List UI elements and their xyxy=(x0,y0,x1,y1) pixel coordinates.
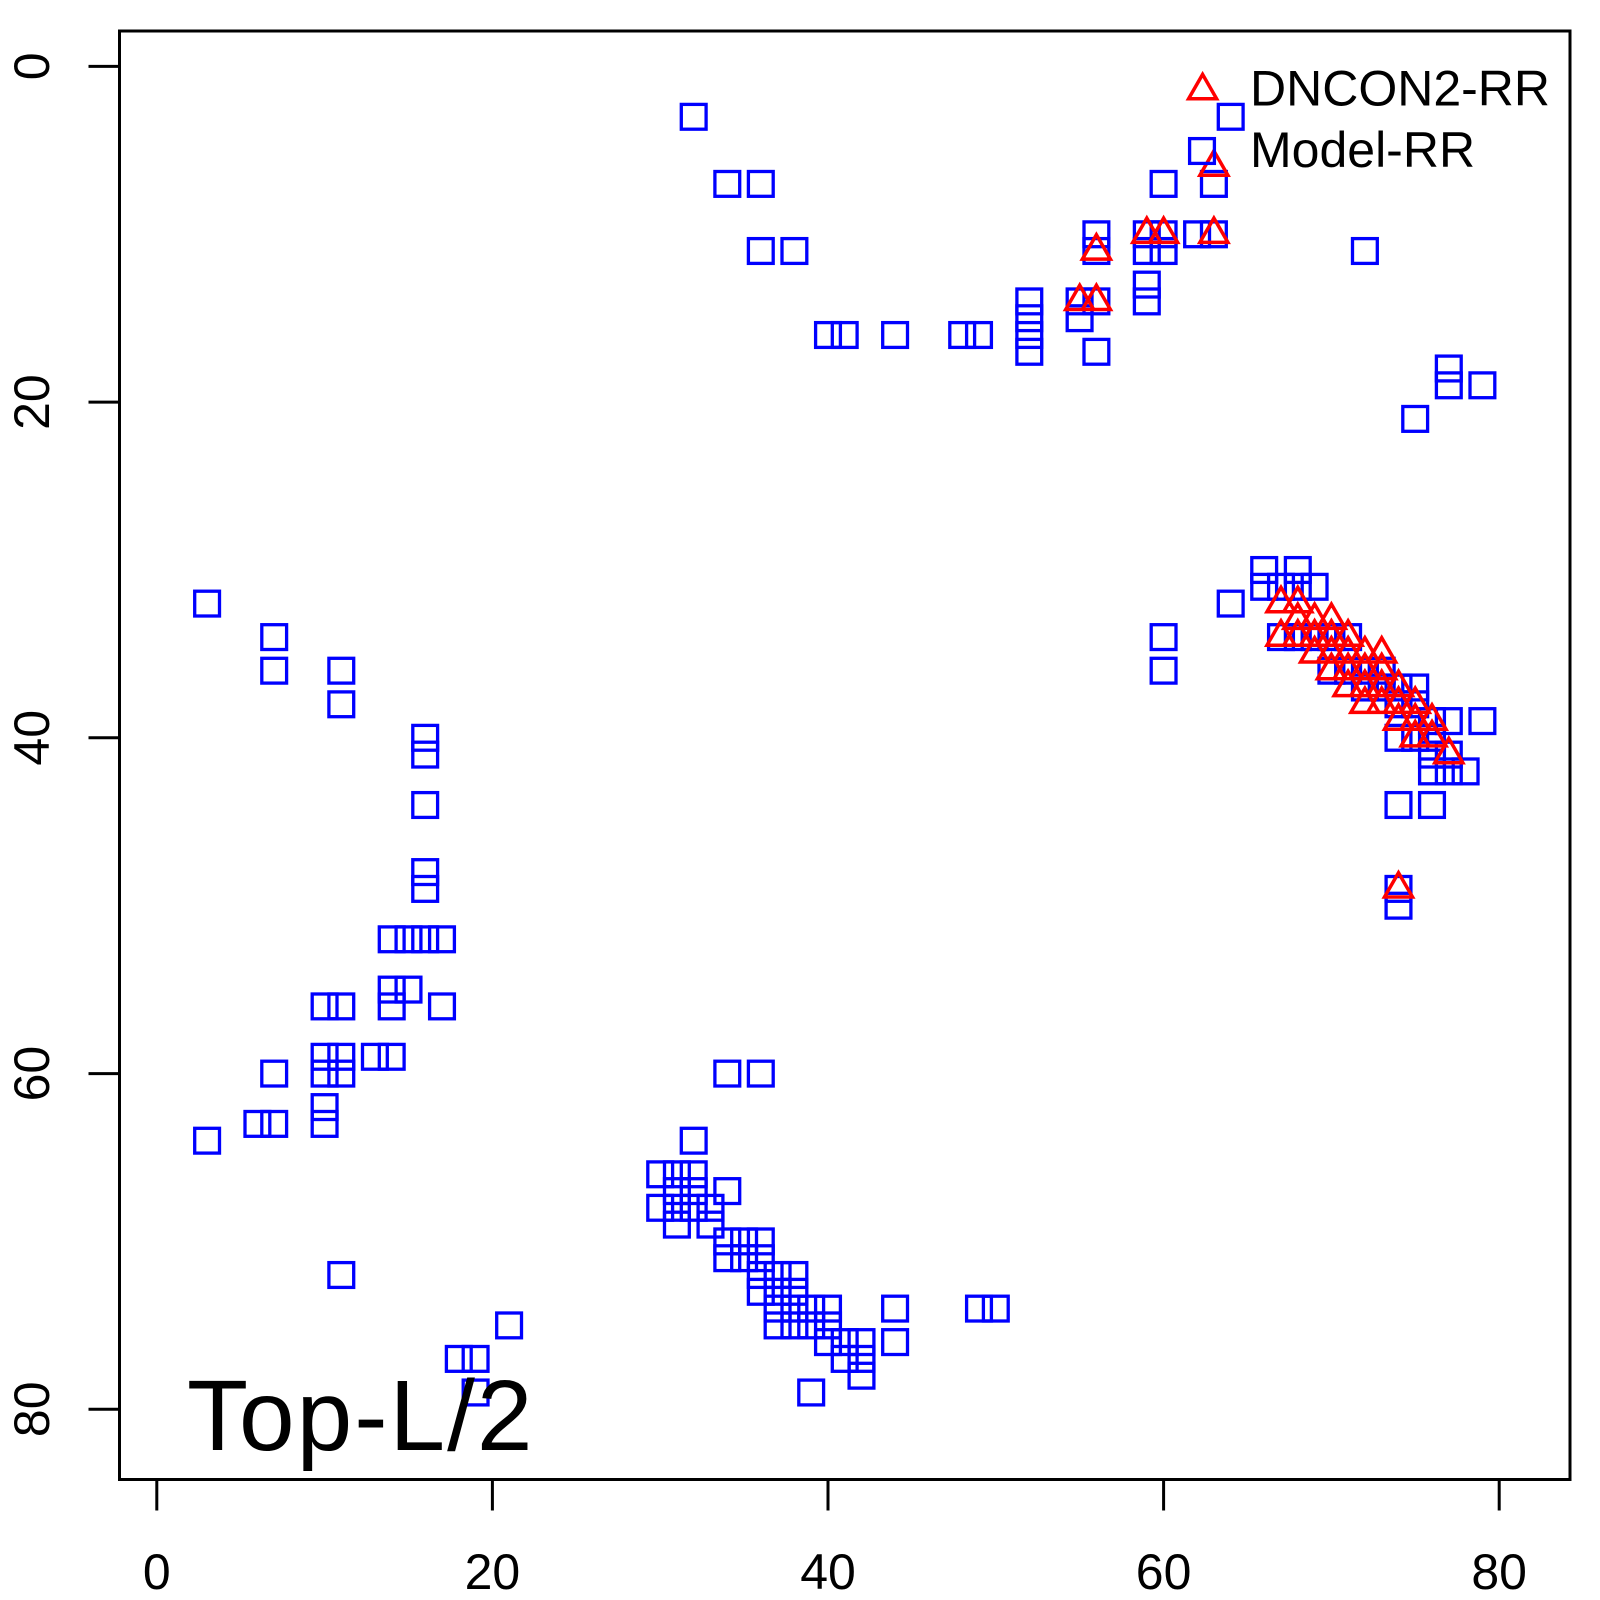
svg-text:40: 40 xyxy=(800,1544,856,1600)
svg-text:0: 0 xyxy=(143,1544,171,1600)
svg-text:60: 60 xyxy=(4,1046,60,1102)
svg-text:80: 80 xyxy=(4,1381,60,1437)
svg-text:Top-L/2: Top-L/2 xyxy=(187,1360,535,1472)
svg-text:DNCON2-RR: DNCON2-RR xyxy=(1250,61,1550,117)
svg-text:40: 40 xyxy=(4,710,60,766)
svg-text:20: 20 xyxy=(4,374,60,430)
svg-text:80: 80 xyxy=(1471,1544,1527,1600)
svg-text:20: 20 xyxy=(465,1544,521,1600)
svg-text:60: 60 xyxy=(1136,1544,1192,1600)
svg-text:0: 0 xyxy=(4,52,60,80)
svg-text:Model-RR: Model-RR xyxy=(1250,122,1475,178)
